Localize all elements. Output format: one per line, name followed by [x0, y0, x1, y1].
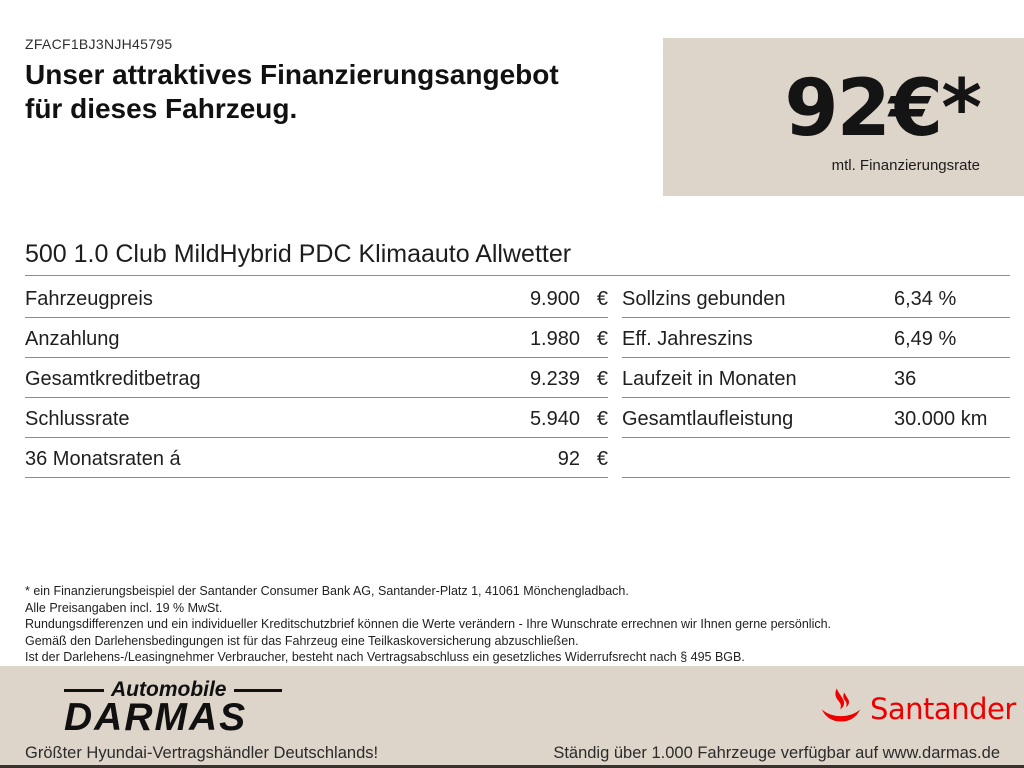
row-label: Eff. Jahreszins — [622, 328, 753, 350]
row-value: 5.940 — [529, 408, 580, 430]
bottom-edge-bar — [0, 765, 1024, 768]
table-row: Gesamtlaufleistung 30.000 km — [622, 398, 1010, 438]
row-label: Fahrzeugpreis — [25, 288, 153, 310]
row-label: Gesamtkreditbetrag — [25, 368, 201, 390]
row-value: 1.980 — [529, 328, 580, 350]
monthly-rate-caption: mtl. Finanzierungsrate — [831, 156, 980, 174]
table-row: Schlussrate 5.940 € — [25, 398, 608, 438]
disclaimer-line: * ein Finanzierungsbeispiel der Santande… — [25, 584, 629, 598]
row-value: 6,34 % — [894, 288, 957, 310]
row-unit: € — [596, 448, 608, 470]
dealer-logo-name: DARMAS — [64, 696, 248, 739]
dealer-logo-darmas: Automobile DARMAS — [64, 678, 282, 739]
logo-rule-right — [233, 688, 282, 692]
finance-table: Fahrzeugpreis 9.900 € Sollzins gebunden … — [25, 278, 1010, 478]
disclaimer-text: * ein Finanzierungsbeispiel der Santande… — [25, 583, 1010, 666]
vehicle-vin: ZFACF1BJ3NJH45795 — [25, 36, 173, 52]
monthly-rate-price: 92€* — [784, 63, 982, 154]
row-label: Sollzins gebunden — [622, 288, 786, 310]
page-title-line1: Unser attraktives Finanzierungsangebot — [25, 59, 559, 90]
disclaimer-line: Rundungsdifferenzen und ein individuelle… — [25, 617, 832, 631]
row-value: 92 — [557, 448, 580, 470]
table-row: Anzahlung 1.980 € — [25, 318, 608, 358]
table-row-empty — [622, 438, 1010, 478]
row-value: 36 — [894, 368, 917, 390]
bank-logo-wordmark: Santander — [870, 691, 1016, 726]
table-row: Sollzins gebunden 6,34 % — [622, 278, 1010, 318]
row-label: Anzahlung — [25, 328, 120, 350]
dealer-tagline: Größter Hyundai-Vertragshändler Deutschl… — [25, 744, 379, 762]
santander-flame-icon — [820, 688, 862, 729]
row-label: 36 Monatsraten á — [25, 448, 181, 470]
row-unit: € — [596, 328, 608, 350]
website-tagline: Ständig über 1.000 Fahrzeuge verfügbar a… — [553, 744, 1000, 762]
table-row: Gesamtkreditbetrag 9.239 € — [25, 358, 608, 398]
footer-taglines: Größter Hyundai-Vertragshändler Deutschl… — [0, 744, 1024, 763]
row-unit: € — [596, 408, 608, 430]
row-label: Gesamtlaufleistung — [622, 408, 794, 430]
row-value: 9.900 — [529, 288, 580, 310]
table-row: Laufzeit in Monaten 36 — [622, 358, 1010, 398]
page-title-line2: für dieses Fahrzeug. — [25, 93, 298, 124]
disclaimer-line: Alle Preisangaben incl. 19 % MwSt. — [25, 600, 223, 615]
page-title: Unser attraktives Finanzierungsangebot f… — [25, 58, 655, 126]
bank-logo-santander: Santander — [820, 688, 1016, 729]
dealer-logo-top-text: Automobile — [111, 678, 227, 701]
row-label: Schlussrate — [25, 408, 130, 430]
row-label: Laufzeit in Monaten — [622, 368, 797, 390]
disclaimer-line: Ist der Darlehens-/Leasingnehmer Verbrau… — [25, 650, 745, 664]
row-unit: € — [596, 288, 608, 310]
logo-rule-left — [64, 688, 104, 692]
vehicle-title: 500 1.0 Club MildHybrid PDC Klimaauto Al… — [25, 240, 1010, 276]
row-value: 30.000 km — [894, 408, 988, 430]
monthly-rate-box: 92€* mtl. Finanzierungsrate — [663, 38, 1024, 196]
disclaimer-line: Gemäß den Darlehensbedingungen ist für d… — [25, 633, 579, 648]
table-row: 36 Monatsraten á 92 € — [25, 438, 608, 478]
row-unit: € — [596, 368, 608, 390]
table-row: Fahrzeugpreis 9.900 € — [25, 278, 608, 318]
dealer-logo-topline: Automobile — [64, 678, 282, 702]
row-value: 6,49 % — [894, 328, 957, 350]
table-row: Eff. Jahreszins 6,49 % — [622, 318, 1010, 358]
row-value: 9.239 — [529, 368, 580, 390]
